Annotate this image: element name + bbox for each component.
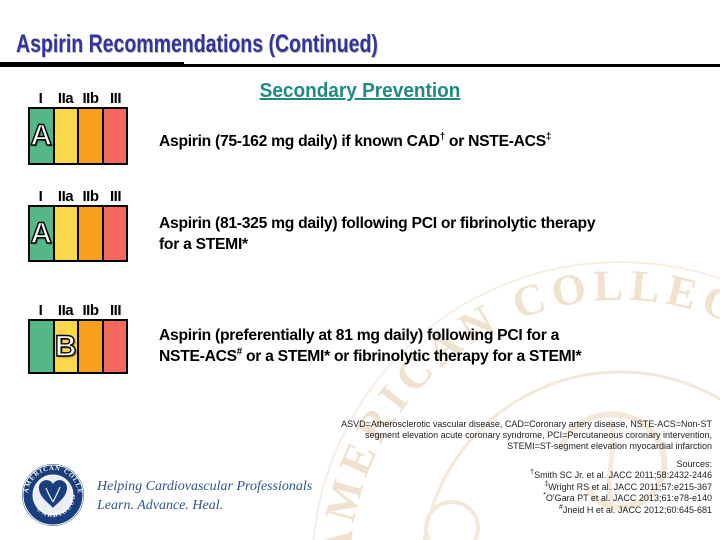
- section-heading: Secondary Prevention: [259, 80, 461, 102]
- class-cell: [54, 207, 79, 260]
- class-labels: I IIa IIb III: [28, 188, 128, 205]
- logo-heart-detail: [45, 486, 61, 503]
- slide-title: Aspirin Recommendations (Continued): [16, 30, 378, 58]
- footnote-marker: #: [236, 346, 242, 358]
- recommendation-text-segment: for a STEMI*: [159, 236, 248, 253]
- class-boxes: B: [28, 319, 128, 374]
- class-label: IIa: [57, 188, 74, 205]
- class-cell: [30, 321, 55, 372]
- class-indicator: I IIa IIb III B: [28, 302, 128, 374]
- footnote-marker: †: [439, 131, 445, 143]
- source-citation: #Jneid H et al. JACC 2012;60:645-681: [559, 503, 712, 515]
- recommendation-text-segment: or a STEMI* or fibrinolytic therapy for …: [241, 348, 582, 365]
- source-marker: *: [543, 492, 546, 500]
- class-label: IIa: [57, 90, 74, 107]
- logo-outer-ring: [22, 464, 84, 526]
- class-cell: A: [30, 109, 55, 163]
- class-label: I: [38, 302, 43, 319]
- class-cell: B: [54, 321, 79, 372]
- source-marker: #: [559, 503, 563, 511]
- recommendation-text: Aspirin (75-162 mg daily) if known CAD† …: [159, 131, 713, 152]
- class-label: III: [109, 188, 122, 205]
- title-rule: [0, 64, 720, 67]
- tagline: Helping Cardiovascular Professionals Lea…: [97, 477, 312, 515]
- class-cell: [79, 321, 104, 372]
- sources-block: Sources: †Smith SC Jr. et al. JACC 2011;…: [352, 459, 712, 516]
- source-citation: †Smith SC Jr. et al. JACC 2011;58:2432-2…: [530, 469, 712, 481]
- tagline-line1: Helping Cardiovascular Professionals: [97, 479, 313, 494]
- footnote-marker: ‡: [545, 131, 552, 143]
- acc-logo: AMERICAN COLLEGE CARDIOLOGY: [20, 462, 84, 526]
- class-indicator: I IIa IIb III A: [28, 90, 128, 165]
- class-boxes: A: [28, 107, 128, 165]
- recommendation-text-segment: Aspirin (preferentially at 81 mg daily) …: [159, 327, 559, 344]
- sources-list: †Smith SC Jr. et al. JACC 2011;58:2432-2…: [352, 469, 712, 516]
- class-label: I: [38, 90, 43, 107]
- source-citation: *O'Gara PT et al. JACC 2013;61:e78-e140: [543, 492, 712, 504]
- recommendation-text-segment: or NSTE-ACS: [444, 133, 546, 150]
- class-label: IIa: [57, 302, 74, 319]
- evidence-level-letter: B: [54, 329, 77, 363]
- recommendation-text-segment: NSTE-ACS: [159, 348, 237, 365]
- recommendation-text: Aspirin (81-325 mg daily) following PCI …: [159, 213, 713, 255]
- class-cell: [79, 109, 104, 163]
- source-citation: ‡Wright RS et al. JACC 2011;57:e215-367: [544, 480, 712, 492]
- class-label: I: [38, 188, 43, 205]
- source-marker: ‡: [544, 480, 549, 488]
- class-cell: [103, 109, 126, 163]
- class-cell: [103, 321, 126, 372]
- class-cell: [79, 207, 104, 260]
- class-label: IIb: [82, 90, 100, 107]
- class-cell: [103, 207, 126, 260]
- class-boxes: A: [28, 205, 128, 262]
- class-labels: I IIa IIb III: [28, 90, 128, 107]
- class-label: III: [109, 90, 122, 107]
- class-labels: I IIa IIb III: [28, 302, 128, 319]
- class-cell: A: [30, 207, 55, 260]
- recommendation-text: Aspirin (preferentially at 81 mg daily) …: [159, 325, 713, 367]
- class-label: IIb: [82, 302, 100, 319]
- class-label: III: [109, 302, 122, 319]
- evidence-level-letter: A: [30, 216, 53, 250]
- class-indicator: I IIa IIb III A: [28, 188, 128, 262]
- class-label: IIb: [82, 188, 100, 205]
- class-cell: [54, 109, 79, 163]
- recommendation-text-segment: Aspirin (81-325 mg daily) following PCI …: [159, 215, 596, 232]
- recommendation-text-segment: Aspirin (75-162 mg daily) if known CAD: [159, 133, 440, 150]
- abbreviations-note: ASVD=Atherosclerotic vascular disease, C…: [341, 419, 712, 451]
- tagline-line2: Learn. Advance. Heal.: [97, 498, 224, 513]
- evidence-level-letter: A: [30, 119, 53, 152]
- source-marker: †: [530, 469, 535, 477]
